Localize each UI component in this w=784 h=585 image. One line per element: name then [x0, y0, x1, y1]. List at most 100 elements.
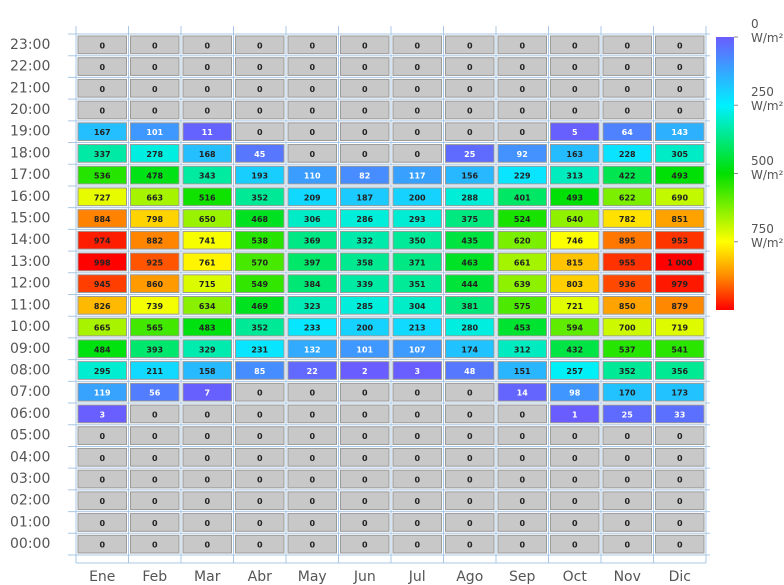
heatmap-cell	[497, 35, 547, 55]
heatmap-cell	[182, 491, 232, 511]
cell-label: 0	[677, 476, 683, 485]
cell-label: 0	[414, 497, 420, 506]
cell-label: 0	[414, 128, 420, 137]
cell-label: 0	[519, 519, 525, 528]
cell-label: 306	[304, 215, 321, 224]
heatmap-cell	[77, 274, 127, 293]
cell-label: 0	[309, 410, 315, 419]
heatmap-cell	[182, 35, 232, 55]
cell-label: 444	[461, 280, 478, 289]
y-tick-label: 02:00	[10, 493, 50, 509]
heatmap-cell	[77, 209, 127, 228]
cell-label: 356	[671, 367, 688, 376]
heatmap-cell	[235, 165, 285, 185]
heatmap-cell	[287, 274, 337, 293]
cell-label: 163	[566, 150, 583, 159]
heatmap-cell	[602, 78, 652, 98]
cell-label: 955	[619, 258, 636, 267]
heatmap-cell	[602, 469, 652, 489]
cell-label: 98	[569, 389, 581, 398]
cell-label: 0	[309, 432, 315, 441]
heatmap-cell	[182, 296, 232, 315]
heatmap-cell	[130, 426, 180, 445]
cell-label: 0	[467, 541, 473, 550]
heatmap-cell	[550, 339, 600, 359]
cell-label: 286	[356, 215, 373, 224]
cell-label: 0	[99, 106, 105, 115]
heatmap-cell	[235, 252, 285, 272]
heatmap-cell	[655, 100, 705, 120]
cell-label: 401	[514, 193, 531, 202]
cell-label: 158	[199, 367, 216, 376]
y-tick-label: 08:00	[10, 362, 50, 378]
heatmap-cell	[287, 491, 337, 511]
cell-label: 167	[94, 128, 111, 137]
heatmap-cell	[340, 187, 390, 207]
heatmap-cell	[655, 534, 705, 554]
cell-label: 375	[461, 215, 478, 224]
heatmap-cell	[182, 513, 232, 532]
cell-label: 575	[514, 302, 531, 311]
cell-label: 0	[362, 41, 368, 50]
heatmap-cell	[550, 469, 600, 489]
cell-label: 468	[251, 215, 268, 224]
cell-label: 634	[199, 302, 216, 311]
cell-label: 516	[199, 193, 216, 202]
cell-label: 0	[624, 497, 630, 506]
heatmap-cell	[550, 513, 600, 532]
cell-label: 0	[519, 476, 525, 485]
heatmap-cell	[235, 382, 285, 402]
heatmap-cell	[287, 317, 337, 337]
cell-label: 0	[99, 454, 105, 463]
cell-label: 0	[152, 541, 158, 550]
cell-label: 0	[624, 106, 630, 115]
heatmap-cell	[497, 361, 547, 380]
heatmap-cell	[392, 230, 442, 250]
heatmap-cell	[340, 447, 390, 467]
heatmap-cell	[497, 187, 547, 207]
cell-label: 0	[362, 454, 368, 463]
heatmap-cell	[182, 209, 232, 228]
cell-label: 0	[152, 476, 158, 485]
cell-label: 0	[152, 85, 158, 94]
y-tick-label: 00:00	[10, 536, 50, 552]
heatmap-cell	[287, 144, 337, 163]
heatmap-cell	[655, 296, 705, 315]
heatmap-cell	[130, 296, 180, 315]
heatmap-cell	[235, 122, 285, 142]
heatmap-cell	[182, 252, 232, 272]
colorbar-label: 0 W/m²	[751, 17, 784, 45]
y-tick-label: 11:00	[10, 297, 50, 313]
heatmap-cell	[77, 187, 127, 207]
heatmap-cell	[602, 513, 652, 532]
cell-label: 0	[572, 519, 578, 528]
y-tick-label: 19:00	[10, 124, 50, 140]
heatmap-cell	[602, 317, 652, 337]
x-tick-label: Dic	[669, 569, 691, 585]
cell-label: 173	[671, 389, 688, 398]
heatmap-cell	[655, 209, 705, 228]
heatmap-cell	[392, 100, 442, 120]
cell-label: 257	[566, 367, 583, 376]
cell-label: 0	[414, 85, 420, 94]
cell-label: 0	[257, 497, 263, 506]
heatmap-cell	[235, 317, 285, 337]
cell-label: 541	[671, 345, 688, 354]
y-tick-label: 17:00	[10, 167, 50, 183]
cell-label: 323	[304, 302, 321, 311]
cell-label: 25	[622, 410, 634, 419]
y-tick-label: 05:00	[10, 428, 50, 444]
heatmap-cell	[130, 513, 180, 532]
heatmap-cell	[235, 296, 285, 315]
cell-label: 0	[257, 476, 263, 485]
cell-label: 0	[362, 389, 368, 398]
heatmap-cell	[602, 144, 652, 163]
cell-label: 826	[94, 302, 111, 311]
heatmap-cell	[497, 491, 547, 511]
heatmap-cell	[602, 426, 652, 445]
cell-label: 64	[622, 128, 634, 137]
cell-label: 0	[309, 41, 315, 50]
cell-label: 0	[414, 410, 420, 419]
heatmap-cell	[77, 426, 127, 445]
cell-label: 3	[99, 410, 105, 419]
